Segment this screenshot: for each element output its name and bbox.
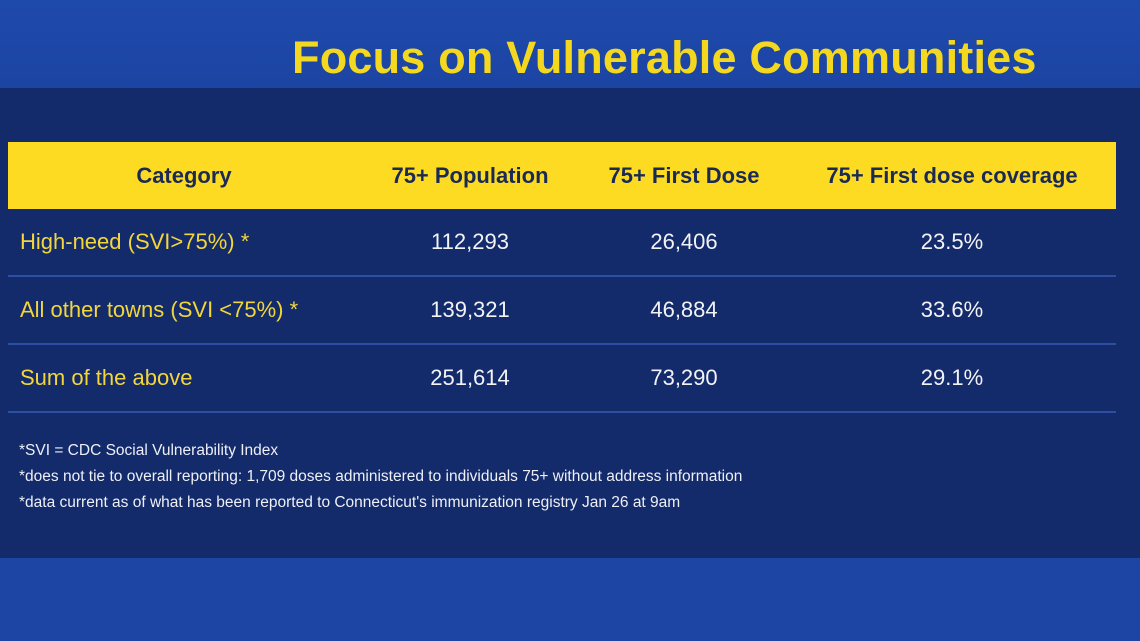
footnotes: *SVI = CDC Social Vulnerability Index *d…	[19, 438, 742, 516]
row-coverage: 23.5%	[788, 209, 1116, 277]
row-population: 251,614	[360, 344, 580, 413]
row-population: 112,293	[360, 209, 580, 277]
vaccination-table: Category 75+ Population 75+ First Dose 7…	[8, 142, 1116, 413]
row-category: All other towns (SVI <75%) *	[8, 276, 360, 345]
content-panel: Category 75+ Population 75+ First Dose 7…	[0, 88, 1140, 558]
column-header-coverage: 75+ First dose coverage	[788, 142, 1116, 209]
table-row: Sum of the above 251,614 73,290 29.1%	[8, 344, 1116, 413]
row-category: Sum of the above	[8, 344, 360, 413]
footnote-data-currency: *data current as of what has been report…	[19, 494, 681, 511]
bottom-band	[0, 558, 1140, 641]
footnote-reporting: *does not tie to overall reporting: 1,70…	[19, 468, 743, 485]
table-row: All other towns (SVI <75%) * 139,321 46,…	[8, 276, 1116, 345]
footnote-svi: *SVI = CDC Social Vulnerability Index	[19, 442, 279, 459]
row-first-dose: 46,884	[580, 276, 788, 345]
column-header-category: Category	[8, 142, 360, 209]
title-band: Focus on Vulnerable Communities	[0, 0, 1140, 88]
column-header-population: 75+ Population	[360, 142, 580, 209]
column-header-first-dose: 75+ First Dose	[580, 142, 788, 209]
slide-title: Focus on Vulnerable Communities	[292, 32, 1037, 83]
row-population: 139,321	[360, 276, 580, 345]
row-coverage: 33.6%	[788, 276, 1116, 345]
row-category: High-need (SVI>75%) *	[8, 209, 360, 277]
row-first-dose: 73,290	[580, 344, 788, 413]
row-coverage: 29.1%	[788, 344, 1116, 413]
table-header-row: Category 75+ Population 75+ First Dose 7…	[8, 142, 1116, 209]
table-row: High-need (SVI>75%) * 112,293 26,406 23.…	[8, 209, 1116, 277]
row-first-dose: 26,406	[580, 209, 788, 277]
